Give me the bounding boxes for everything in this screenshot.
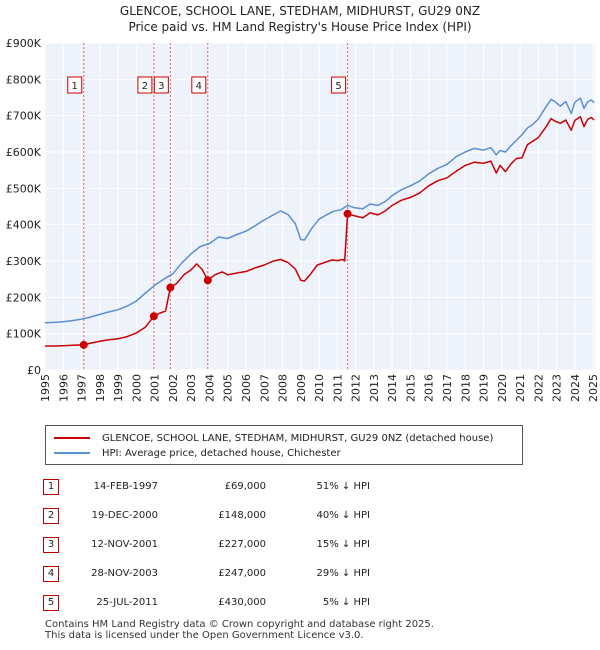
- y-tick-label: £900K: [6, 37, 42, 50]
- transaction-date: 19-DEC-2000: [91, 510, 158, 521]
- x-tick-label: 2021: [514, 374, 527, 402]
- transaction-date: 12-NOV-2001: [91, 539, 158, 550]
- x-tick-label: 2023: [551, 374, 564, 402]
- transaction-marker: 4: [43, 566, 59, 582]
- transaction-date: 14-FEB-1997: [93, 481, 158, 492]
- chart-legend: GLENCOE, SCHOOL LANE, STEDHAM, MIDHURST,…: [45, 425, 523, 465]
- table-row: 4 28-NOV-2003 £247,000 29% ↓ HPI: [0, 566, 600, 584]
- x-tick-label: 2010: [313, 374, 326, 402]
- footer-licence: This data is licensed under the Open Gov…: [45, 630, 364, 641]
- transaction-marker: 5: [43, 595, 59, 611]
- transaction-point: [166, 283, 175, 292]
- price-chart: £0 £100K £200K £300K £400K £500K £600K £700K £80…: [6, 37, 600, 402]
- transaction-date: 28-NOV-2003: [91, 568, 158, 579]
- y-tick-label: £800K: [6, 73, 42, 86]
- x-tick-label: 2004: [203, 374, 216, 402]
- y-tick-label: £200K: [6, 291, 42, 304]
- x-tick-label: 2001: [149, 374, 162, 402]
- y-tick-label: £400K: [6, 219, 42, 232]
- x-tick-label: 1995: [39, 374, 52, 402]
- y-tick-label: £300K: [6, 255, 42, 268]
- x-tick-label: 2002: [167, 374, 180, 402]
- transaction-point: [203, 276, 212, 285]
- legend-item-property: GLENCOE, SCHOOL LANE, STEDHAM, MIDHURST,…: [54, 431, 493, 445]
- transaction-hpi: 40% ↓ HPI: [316, 510, 370, 521]
- transaction-hpi: 15% ↓ HPI: [316, 539, 370, 550]
- table-row: 3 12-NOV-2001 £227,000 15% ↓ HPI: [0, 537, 600, 555]
- x-tick-label: 2013: [368, 374, 381, 402]
- table-row: 2 19-DEC-2000 £148,000 40% ↓ HPI: [0, 508, 600, 526]
- x-tick-label: 1997: [76, 374, 89, 402]
- y-tick-label: £700K: [6, 110, 42, 123]
- chart-subtitle: Price paid vs. HM Land Registry's House …: [128, 20, 472, 34]
- legend-item-hpi: HPI: Average price, detached house, Chic…: [54, 446, 341, 460]
- transaction-point: [343, 209, 352, 218]
- x-tick-label: 1999: [112, 374, 125, 402]
- chart-title: GLENCOE, SCHOOL LANE, STEDHAM, MIDHURST,…: [119, 4, 481, 18]
- transaction-hpi: 5% ↓ HPI: [322, 597, 370, 608]
- transaction-box: [153, 76, 169, 94]
- x-tick-label: 2014: [386, 374, 399, 402]
- plot-area: [45, 43, 595, 370]
- footer-copyright: Contains HM Land Registry data © Crown c…: [45, 619, 434, 630]
- transaction-marker: 2: [43, 508, 59, 524]
- x-tick-label: 2003: [185, 374, 198, 402]
- transaction-hpi: 51% ↓ HPI: [316, 481, 370, 492]
- x-tick-label: 2007: [258, 374, 271, 402]
- transaction-box: [191, 76, 207, 94]
- x-tick-label: 2000: [130, 374, 143, 402]
- transaction-point: [79, 340, 88, 349]
- transaction-box-label: 2: [142, 81, 148, 92]
- transaction-box: [67, 76, 83, 94]
- x-tick-label: 2012: [350, 374, 363, 402]
- transaction-date: 25-JUL-2011: [96, 597, 158, 608]
- x-tick-label: 2005: [222, 374, 235, 402]
- transaction-price: £430,000: [218, 597, 266, 608]
- table-row: 1 14-FEB-1997 £69,000 51% ↓ HPI: [0, 479, 600, 497]
- legend-label-property: GLENCOE, SCHOOL LANE, STEDHAM, MIDHURST,…: [102, 432, 494, 444]
- x-tick-label: 2019: [478, 374, 491, 402]
- legend-label-hpi: HPI: Average price, detached house, Chic…: [102, 447, 341, 459]
- y-tick-label: £100K: [6, 328, 42, 341]
- transaction-box-label: 4: [196, 81, 202, 92]
- x-tick-label: 2022: [532, 374, 545, 402]
- footer: Contains HM Land Registry data © Crown c…: [45, 619, 434, 641]
- transaction-price: £148,000: [218, 510, 266, 521]
- x-tick-label: 2011: [331, 374, 344, 402]
- transaction-box: [331, 76, 347, 94]
- transaction-box-label: 3: [158, 81, 164, 92]
- x-tick-label: 2024: [569, 374, 582, 402]
- x-tick-label: 2025: [587, 374, 600, 402]
- x-tick-label: 2006: [240, 374, 253, 402]
- x-tick-label: 2020: [496, 374, 509, 402]
- x-tick-label: 1996: [57, 374, 70, 402]
- transaction-box-label: 5: [335, 81, 341, 92]
- x-tick-label: 2008: [277, 374, 290, 402]
- transaction-hpi: 29% ↓ HPI: [316, 568, 370, 579]
- x-tick-label: 2016: [423, 374, 436, 402]
- y-tick-label: £0: [27, 364, 41, 377]
- x-tick-label: 2015: [404, 374, 417, 402]
- series-line-hpi: [44, 97, 595, 324]
- transaction-price: £227,000: [218, 539, 266, 550]
- legend-swatch-property: [54, 437, 90, 439]
- transaction-marker: 1: [43, 479, 59, 495]
- transaction-price: £69,000: [224, 481, 266, 492]
- y-tick-label: £500K: [6, 182, 42, 195]
- x-tick-label: 2018: [459, 374, 472, 402]
- transaction-box-label: 1: [72, 81, 78, 92]
- transaction-box: [137, 76, 153, 94]
- transaction-marker: 3: [43, 537, 59, 553]
- x-tick-label: 2009: [295, 374, 308, 402]
- series-line-property: [45, 116, 595, 347]
- transaction-point: [149, 312, 158, 321]
- transaction-price: £247,000: [218, 568, 266, 579]
- x-tick-label: 1998: [94, 374, 107, 402]
- y-tick-label: £600K: [6, 146, 42, 159]
- table-row: 5 25-JUL-2011 £430,000 5% ↓ HPI: [0, 595, 600, 613]
- x-tick-label: 2017: [441, 374, 454, 402]
- legend-swatch-hpi: [54, 452, 90, 454]
